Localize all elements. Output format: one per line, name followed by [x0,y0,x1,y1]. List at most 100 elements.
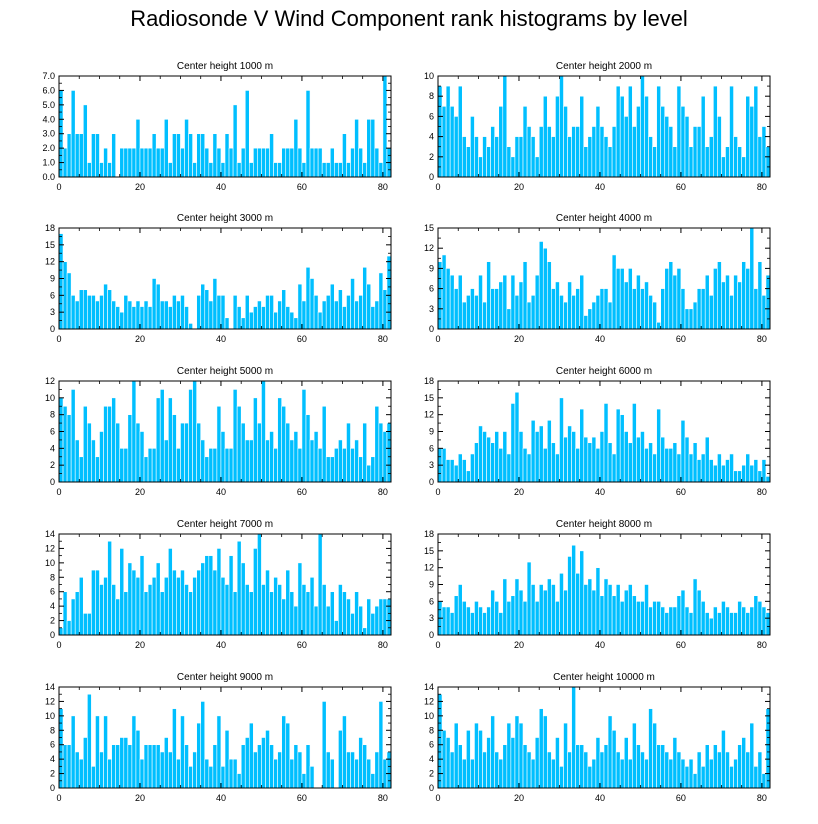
histogram-bar [261,380,266,483]
histogram-bar [176,133,181,178]
histogram-bar [305,414,311,483]
histogram-bar [139,431,145,483]
y-tick-label: 1.0 [42,158,55,168]
y-tick-label: 6 [429,284,434,294]
histogram-bar [78,133,84,178]
histogram-bar [317,533,323,636]
histogram-bar [342,715,347,789]
histogram-bar [547,751,552,789]
histogram-bar [672,442,678,483]
histogram-bar [70,90,76,178]
histogram-bar [457,274,463,330]
histogram-bar [498,448,504,483]
histogram-bar [172,295,177,330]
y-tick-label: 0 [50,477,55,487]
histogram-bar [358,147,363,178]
histogram-bar [354,591,359,636]
histogram-bar [522,261,528,330]
histogram-bar [547,578,552,636]
histogram-bar [269,431,274,483]
histogram-bar [273,311,278,330]
histogram-bar [587,442,593,483]
histogram-bar [313,431,319,483]
x-tick-label: 60 [297,334,307,344]
histogram-bar [354,758,359,789]
histogram-bar [188,133,193,178]
histogram-bar [151,278,157,330]
histogram-bar [688,453,694,483]
panel-9: Center height 9000 m 0 2 4 6 8 10 12 14 0 20 40 60 80 [45,672,392,803]
histogram-bar [216,405,222,483]
histogram-bar [571,544,576,636]
histogram-bar [632,595,637,636]
histogram-bar [305,90,311,178]
histogram-bar [506,601,512,636]
histogram-bar [684,606,690,636]
histogram-bar [619,601,625,636]
histogram-bar [155,283,161,330]
histogram-bar [200,439,206,483]
y-tick-label: 0 [429,477,434,487]
y-tick-label: 0 [429,630,434,640]
histogram-bar [623,737,629,789]
histogram-bar [350,278,355,330]
histogram-bar [648,708,653,789]
histogram-bar [277,300,282,330]
histogram-bar [265,729,270,789]
histogram-bar [305,266,311,330]
histogram-bar [441,106,447,178]
y-tick-label: 9 [429,580,434,590]
histogram-bar [184,584,189,636]
histogram-bar [486,606,491,636]
histogram-bar [518,589,524,636]
histogram-bar [139,147,145,178]
histogram-bar [534,156,540,178]
histogram-bar [668,126,674,178]
histogram-bar [253,751,258,789]
histogram-bar [474,136,479,178]
histogram-bar [555,95,560,178]
histogram-bar [329,591,335,636]
histogram-bar [470,116,475,178]
histogram-bar [486,737,491,789]
histogram-bar [155,562,161,636]
histogram-bar [470,453,475,483]
histogram-bar [518,136,524,178]
x-tick-label: 0 [435,334,440,344]
histogram-bar [74,300,80,330]
histogram-bar [559,572,564,636]
histogram-bar [301,584,307,636]
histogram-bar [293,118,299,178]
histogram-bar [99,295,104,330]
histogram-bar [346,422,351,483]
histogram-bar [200,283,206,330]
histogram-bar [289,311,295,330]
histogram-bar [293,605,299,636]
histogram-bar [180,715,185,789]
histogram-bar [708,758,714,789]
histogram-bar [733,612,738,636]
histogram-bar [591,589,597,636]
histogram-bar [676,751,682,789]
histogram-bar [534,274,540,330]
histogram-bar [172,708,177,789]
x-tick-label: 60 [676,640,686,650]
histogram-bar [200,701,206,789]
histogram-bar [382,431,388,483]
y-tick-label: 0 [429,783,434,793]
histogram-bar [445,737,451,789]
histogram-bar [530,584,536,636]
histogram-bar [461,459,467,483]
histogram-bar [159,751,165,789]
histogram-bar [437,85,443,178]
x-tick-label: 20 [514,487,524,497]
histogram-bar [346,751,351,789]
histogram-bar [765,708,771,789]
y-tick-label: 2 [429,152,434,162]
histogram-bar [301,162,307,178]
y-tick-label: 5.0 [42,100,55,110]
histogram-bar [139,555,145,636]
histogram-bar [704,612,710,636]
histogram-bar [257,533,262,636]
histogram-bar [127,300,133,330]
